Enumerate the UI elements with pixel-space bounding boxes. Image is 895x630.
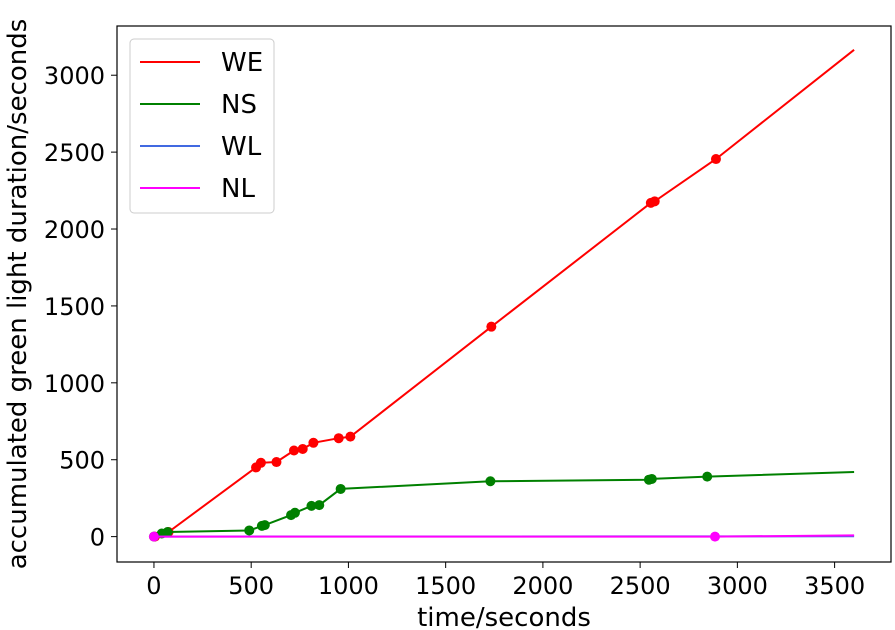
- data-point-ns: [244, 525, 255, 536]
- x-tick-label: 1000: [318, 572, 379, 600]
- data-point-we: [345, 431, 356, 442]
- y-tick-label: 0: [90, 524, 105, 552]
- y-tick-label: 1000: [44, 370, 105, 398]
- data-point-we: [308, 437, 319, 448]
- data-point-ns: [646, 473, 657, 484]
- data-point-we: [255, 457, 266, 468]
- x-tick-label: 3500: [804, 572, 865, 600]
- legend-label-we: WE: [221, 48, 263, 78]
- data-point-we: [333, 433, 344, 444]
- data-point-ns: [289, 507, 300, 518]
- legend-label-wl: WL: [221, 132, 262, 162]
- x-tick-label: 1500: [415, 572, 476, 600]
- data-point-nl: [710, 531, 721, 542]
- data-point-we: [271, 457, 282, 468]
- data-point-ns: [485, 476, 496, 487]
- x-tick-label: 0: [146, 572, 161, 600]
- data-point-ns: [702, 471, 713, 482]
- y-axis-label: accumulated green light duration/seconds: [3, 19, 33, 570]
- y-tick-label: 1500: [44, 293, 105, 321]
- x-tick-label: 3000: [707, 572, 768, 600]
- legend-box: [129, 38, 275, 214]
- y-axis-ticks: 0 500 1000 1500 2000 2500 3000: [44, 62, 117, 552]
- data-point-ns: [306, 500, 317, 511]
- plot-frame: [116, 25, 892, 563]
- data-point-we: [486, 321, 497, 332]
- y-tick-label: 2000: [44, 216, 105, 244]
- data-point-ns: [314, 500, 325, 511]
- data-point-we: [288, 445, 299, 456]
- data-point-ns: [259, 520, 270, 531]
- data-point-we: [649, 196, 660, 207]
- data-point-ns: [162, 527, 173, 538]
- y-tick-label: 3000: [44, 62, 105, 90]
- x-tick-label: 500: [228, 572, 274, 600]
- x-tick-label: 2000: [512, 572, 573, 600]
- y-tick-label: 500: [59, 447, 105, 475]
- legend-label-ns: NS: [221, 90, 257, 120]
- legend-label-nl: NL: [221, 174, 255, 204]
- data-point-nl: [148, 531, 159, 542]
- data-point-ns: [335, 483, 346, 494]
- x-axis-ticks: 0 500 1000 1500 2000 2500 3000 3500: [146, 562, 865, 600]
- data-point-we: [297, 443, 308, 454]
- x-tick-label: 2500: [610, 572, 671, 600]
- legend: WE NS WL NL: [129, 38, 275, 214]
- series-layer: [148, 49, 855, 542]
- data-point-we: [710, 154, 721, 165]
- x-axis-label: time/seconds: [417, 603, 591, 630]
- y-tick-label: 2500: [44, 139, 105, 167]
